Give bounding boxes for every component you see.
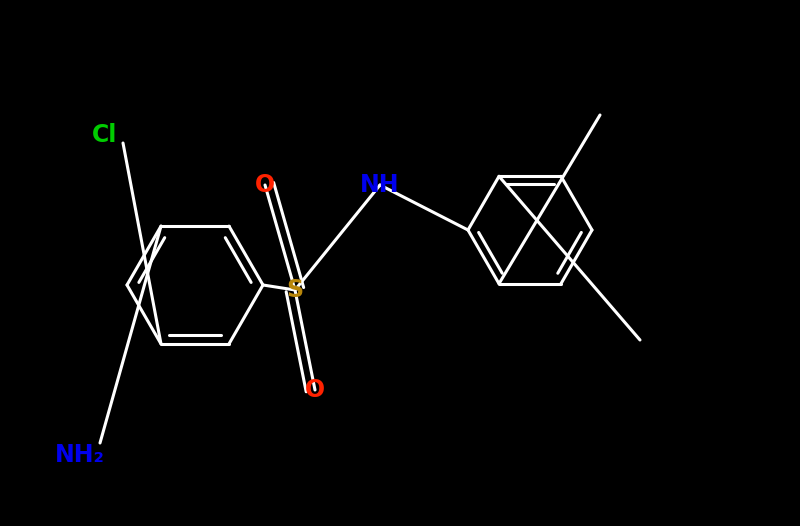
Text: NH₂: NH₂ — [55, 443, 105, 467]
Text: Cl: Cl — [92, 123, 118, 147]
Text: S: S — [286, 278, 303, 302]
Text: O: O — [255, 173, 275, 197]
Text: NH: NH — [360, 173, 400, 197]
Text: O: O — [305, 378, 325, 402]
